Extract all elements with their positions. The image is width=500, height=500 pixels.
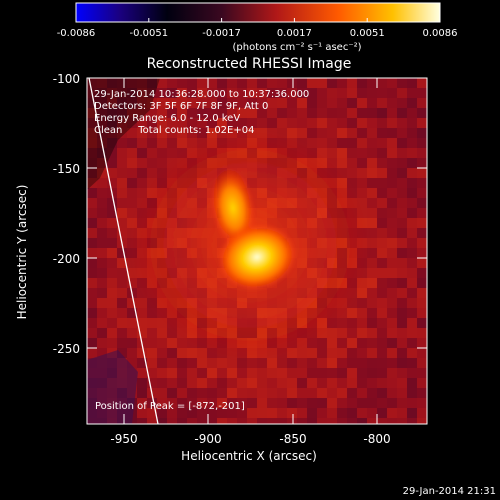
colorbar-tick-labels: -0.0086 -0.0051 -0.0017 0.0017 0.0051 0.0086 (57, 28, 458, 39)
dark-corner-region (87, 350, 138, 424)
info-line-energy: Energy Range: 6.0 - 12.0 keV (94, 113, 240, 124)
y-tick-label: -100 (53, 72, 80, 86)
y-tick-label: -200 (53, 252, 80, 266)
footer-timestamp: 29-Jan-2014 21:31 (403, 486, 496, 497)
source-emission (130, 130, 370, 360)
plot-frame (86, 77, 428, 425)
x-axis-label: Heliocentric X (arcsec) (181, 449, 317, 463)
info-line-detectors: Detectors: 3F 5F 6F 7F 8F 9F, Att 0 (94, 101, 268, 112)
colorbar-tick-label: 0.0086 (423, 28, 458, 39)
plot-title: Reconstructed RHESSI Image (147, 56, 352, 72)
colorbar-tick-marks (75, 18, 441, 22)
y-tick-label: -250 (53, 342, 80, 356)
y-axis: -100 -150 -200 -250 (53, 72, 427, 356)
colorbar-tick-label: -0.0017 (202, 28, 241, 39)
image-area (86, 77, 428, 425)
info-line-counts: Clean Total counts: 1.02E+04 (94, 125, 254, 136)
colorbar-tick-label: 0.0051 (350, 28, 385, 39)
y-tick-label: -150 (53, 162, 80, 176)
colorbar-tick-label: -0.0051 (129, 28, 168, 39)
solar-limb-line (88, 78, 159, 424)
observation-info: 29-Jan-2014 10:36:28.000 to 10:37:36.000… (94, 89, 309, 136)
colorbar-gradient (75, 2, 441, 23)
colorbar-unit-label: (photons cm⁻² s⁻¹ asec⁻²) (232, 42, 361, 53)
peak-position-label: Position of Peak = [-872,-201] (95, 401, 245, 412)
x-tick-label: -800 (363, 432, 390, 446)
colorbar-tick-label: 0.0017 (277, 28, 312, 39)
info-line-time: 29-Jan-2014 10:36:28.000 to 10:37:36.000 (94, 89, 309, 100)
x-tick-label: -900 (194, 432, 221, 446)
y-axis-label: Heliocentric Y (arcsec) (15, 185, 29, 320)
colorbar: -0.0086 -0.0051 -0.0017 0.0017 0.0051 0.0086 … (57, 2, 458, 53)
x-axis: -950 -900 -850 -800 (110, 78, 391, 446)
x-tick-label: -950 (110, 432, 137, 446)
colorbar-tick-label: -0.0086 (57, 28, 96, 39)
x-tick-label: -850 (279, 432, 306, 446)
